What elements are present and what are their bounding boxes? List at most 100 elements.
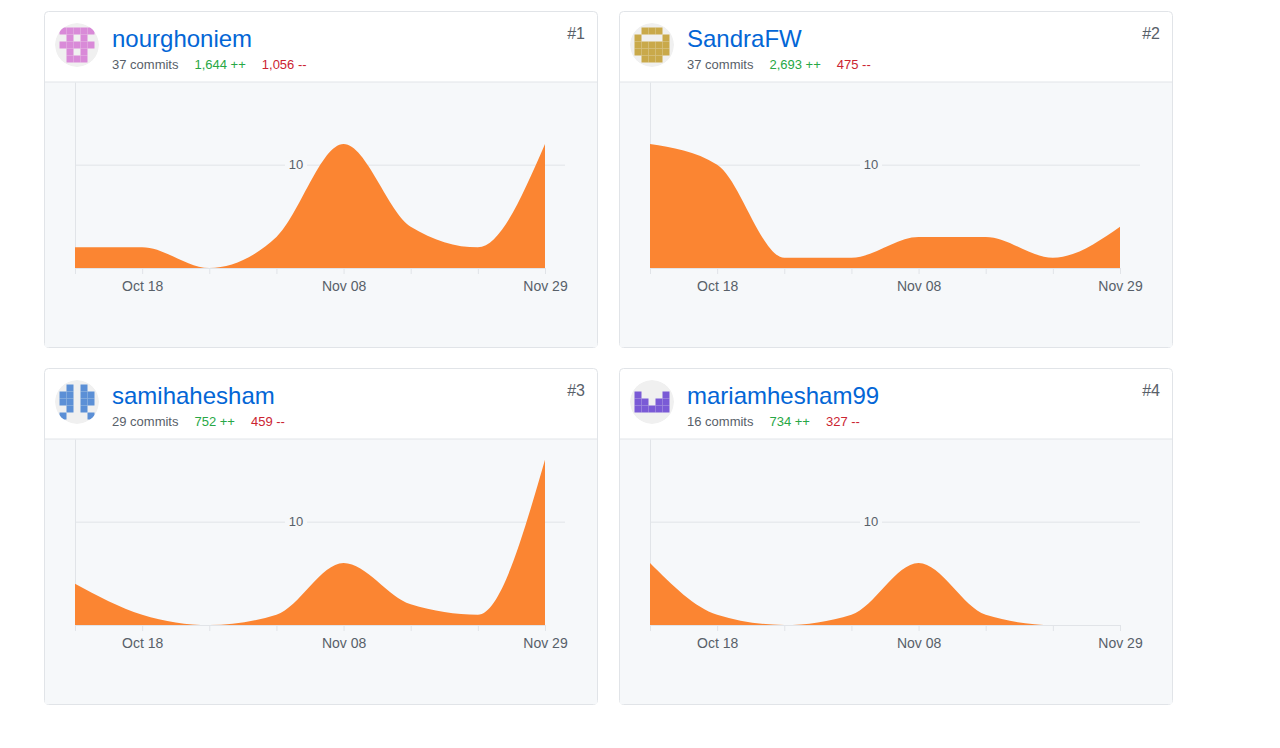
avatar-background: [630, 23, 674, 67]
avatar-background: [55, 380, 99, 424]
avatar-pixel: [74, 28, 81, 35]
commit-area: [75, 144, 545, 268]
avatar-pixel: [663, 42, 670, 49]
x-axis: Oct 18Nov 08Nov 29: [76, 625, 568, 651]
x-tick-label: Oct 18: [122, 635, 163, 651]
avatar-pixel: [67, 406, 74, 413]
x-tick: [650, 268, 651, 274]
avatar-pixel: [642, 42, 649, 49]
avatar-pixel: [81, 392, 88, 399]
x-tick: [411, 268, 412, 274]
x-tick: Nov 29: [1098, 268, 1143, 294]
x-tick-label: Oct 18: [697, 278, 738, 294]
avatar-pixel: [656, 28, 663, 35]
avatar-pixel: [642, 399, 649, 406]
x-tick: [784, 268, 785, 274]
avatar-pixel: [88, 399, 95, 406]
avatar[interactable]: [55, 23, 99, 67]
x-tick-mark: [545, 268, 546, 274]
x-tick-label: Oct 18: [697, 635, 738, 651]
commit-area: [650, 563, 1120, 625]
commit-count: 29 commits: [112, 414, 179, 429]
x-axis-line: [651, 268, 1121, 269]
avatar-pixel: [656, 406, 663, 413]
avatar[interactable]: [630, 23, 674, 67]
y-tick-label: 10: [864, 514, 878, 529]
avatar-pixel: [67, 56, 74, 63]
x-tick: Nov 08: [897, 268, 942, 294]
header-separator: [620, 82, 1172, 83]
plot-area: [75, 460, 545, 625]
x-tick: [209, 625, 210, 631]
avatar-pixel: [60, 392, 67, 399]
stats: 37 commits1,644 ++1,056 --: [112, 57, 307, 72]
y-tick-label: 10: [289, 157, 303, 172]
x-tick: [1053, 268, 1054, 274]
x-tick: Nov 29: [523, 625, 568, 651]
x-tick: Nov 29: [1098, 625, 1143, 651]
avatar-pixel: [60, 413, 67, 420]
x-tick-mark: [717, 268, 718, 274]
avatar-pixel: [60, 42, 67, 49]
avatar-pixel: [81, 399, 88, 406]
avatar-pixel: [649, 406, 656, 413]
x-tick-mark: [545, 625, 546, 631]
username[interactable]: nourghoniem: [112, 25, 252, 52]
x-tick-label: Nov 29: [523, 635, 568, 651]
x-tick-mark: [142, 268, 143, 274]
plot-background: [45, 82, 597, 347]
tick-label-background: [285, 514, 307, 530]
x-tick: Oct 18: [697, 268, 738, 294]
avatar-pixel: [67, 42, 74, 49]
x-tick: Nov 08: [322, 268, 367, 294]
stats: 29 commits752 ++459 --: [112, 414, 285, 429]
avatar[interactable]: [55, 380, 99, 424]
deletions: 459 --: [251, 414, 285, 429]
x-tick-mark: [478, 268, 479, 274]
tick-label-background: [860, 157, 882, 173]
avatar[interactable]: [630, 380, 674, 424]
avatar-pixel: [635, 35, 642, 42]
y-tick-label: 10: [864, 157, 878, 172]
x-tick-label: Nov 08: [322, 278, 367, 294]
x-tick-mark: [1120, 625, 1121, 631]
username[interactable]: SandraFW: [687, 25, 802, 52]
avatar-pixel: [81, 385, 88, 392]
avatar-pixel: [649, 56, 656, 63]
plot-area: [75, 144, 545, 268]
x-tick-mark: [784, 625, 785, 631]
avatar-pixel: [663, 406, 670, 413]
x-tick-mark: [344, 625, 345, 631]
x-tick: Oct 18: [697, 625, 738, 651]
x-tick-mark: [784, 268, 785, 274]
x-tick: [784, 625, 785, 631]
x-tick-label: Nov 08: [897, 278, 942, 294]
contributor-card: nourghoniem37 commits1,644 ++1,056 --#11…: [45, 12, 598, 348]
y-tick: 10: [75, 514, 565, 530]
commit-area: [650, 144, 1120, 268]
additions: 2,693 ++: [769, 57, 820, 72]
x-tick: [986, 268, 987, 274]
x-tick: [209, 268, 210, 274]
avatar-pixel: [663, 49, 670, 56]
avatar-pixel: [642, 56, 649, 63]
stats: 16 commits734 ++327 --: [687, 414, 860, 429]
y-axis: 10: [75, 440, 565, 626]
rank: #4: [1142, 382, 1160, 399]
x-tick-mark: [142, 625, 143, 631]
x-axis: Oct 18 Nov 08 Nov 29: [651, 268, 1143, 294]
deletions: 1,056 --: [262, 57, 307, 72]
stats: 37 commits2,693 ++475 --: [687, 57, 871, 72]
avatar-pixel: [67, 392, 74, 399]
avatar-pixel: [81, 56, 88, 63]
x-tick: Nov 08: [897, 625, 942, 651]
contributor-card: SandraFW37 commits2,693 ++475 --#210Oct …: [620, 12, 1173, 348]
username[interactable]: mariamhesham99: [687, 382, 879, 409]
username[interactable]: samihahesham: [112, 382, 275, 409]
avatar-pixel: [642, 28, 649, 35]
avatar-pixel: [60, 28, 67, 35]
avatar-background: [630, 380, 674, 424]
avatar-background: [55, 23, 99, 67]
x-tick-mark: [986, 625, 987, 631]
x-tick-mark: [478, 625, 479, 631]
